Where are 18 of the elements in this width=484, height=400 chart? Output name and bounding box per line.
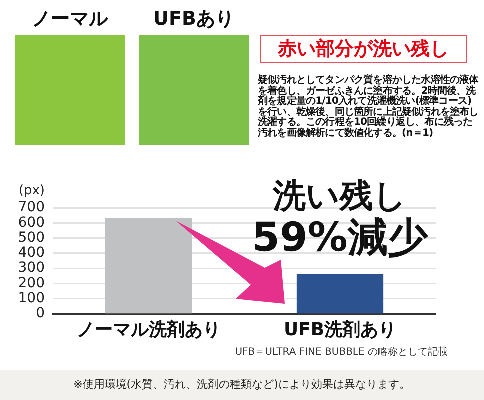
text: UFB＝ULTRA FINE BUBBLE の略称として記載 [234,347,448,359]
text: 疑似汚れとしてタンパク質を溶かした水溶性の液体を着色し、ガーゼふきんに塗布する。2時間後、洗剤を規定量の1/10入れて洗濯機洗い(標準コース)を行い、乾燥後、同じ箇所に上記疑似汚れを塗布し洗濯する。この行程を10回繰り返し、布に残った汚れを画像解析にて数値化する。(n＝1) [258,75,480,139]
text: ※使用環境(水質、汚れ、洗剤の種類など)により効果は異なります。 [0,370,484,400]
y-tick-label: 200 [18,275,45,292]
y-tick-label: 300 [18,260,45,276]
y-axis-title: (px) [18,183,45,198]
annotation: 洗い残し [272,176,408,215]
annotation: 59%減少 [251,215,430,261]
x-tick-label: UFB洗剤あり [284,319,397,340]
y-tick-label: 500 [18,230,45,246]
text: UFBあり [152,7,236,32]
y-tick-label: 700 [18,200,45,216]
y-tick-label: 100 [18,290,45,306]
y-tick-label: 600 [18,214,45,231]
y-tick-label: 400 [18,245,45,262]
text: ノーマル [31,7,110,32]
y-tick-label: 0 [36,306,45,322]
x-tick-label: ノーマル洗剤あり [76,319,221,340]
